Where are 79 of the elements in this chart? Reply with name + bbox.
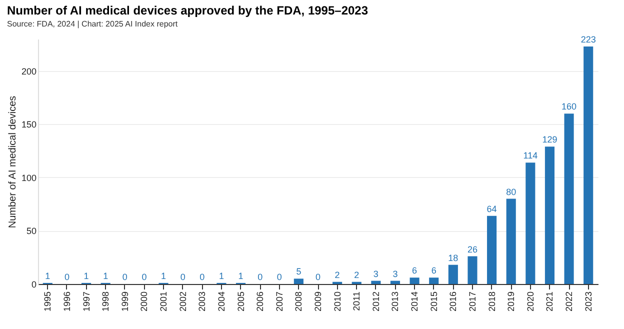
bar — [564, 114, 574, 284]
data-label: 6 — [431, 266, 436, 276]
x-tick-label: 2003 — [197, 292, 208, 312]
bar — [584, 46, 594, 284]
bar — [544, 146, 555, 284]
y-tick-label: 0 — [31, 280, 36, 290]
data-label: 0 — [276, 272, 282, 282]
y-tick-label: 200 — [21, 66, 36, 76]
x-tick-label: 1999 — [120, 292, 130, 312]
data-label: 26 — [467, 244, 478, 254]
x-tick-label: 2000 — [139, 292, 150, 312]
x-tick-label: 1995 — [42, 292, 53, 312]
x-tick-label: 1996 — [62, 292, 72, 312]
x-tick-label: 2020 — [525, 292, 536, 312]
data-label: 0 — [200, 272, 205, 282]
data-label: 223 — [580, 34, 596, 44]
chart-title: Number of AI medical devices approved by the FDA, 1995–2023 — [6, 3, 368, 18]
x-tick-label: 2002 — [178, 292, 188, 312]
x-tick-label: 2022 — [564, 292, 574, 312]
x-tick-label: 2009 — [313, 292, 323, 312]
x-tick-label: 2008 — [294, 292, 304, 312]
x-tick-label: 2005 — [236, 292, 246, 312]
data-label: 0 — [142, 272, 147, 282]
bar — [429, 278, 439, 284]
x-tick-label: 2023 — [583, 292, 594, 312]
bar — [371, 280, 381, 284]
data-label: 1 — [161, 270, 166, 281]
x-tick-label: 2018 — [486, 292, 497, 312]
x-tick-label: 2014 — [410, 292, 420, 312]
bar — [506, 198, 516, 284]
x-tick-label: 2021 — [544, 292, 555, 312]
x-tick-label: 2016 — [448, 292, 458, 312]
x-tick-label: 2017 — [467, 292, 478, 312]
data-label: 2 — [334, 270, 340, 280]
y-tick-label: 150 — [21, 120, 36, 130]
data-label: 6 — [412, 266, 418, 276]
bar — [294, 278, 304, 284]
data-label: 3 — [392, 268, 398, 279]
bar — [468, 256, 478, 284]
data-label: 0 — [64, 272, 70, 282]
data-label: 0 — [258, 272, 263, 282]
data-label: 1 — [238, 270, 244, 281]
data-label: 2 — [354, 270, 360, 280]
x-tick-label: 2001 — [158, 292, 169, 312]
bar — [410, 278, 420, 284]
data-label: 5 — [296, 266, 302, 277]
data-label: 160 — [562, 102, 577, 112]
x-tick-label: 2015 — [428, 292, 439, 312]
x-tick-label: 2019 — [506, 292, 516, 312]
data-label: 129 — [542, 134, 558, 145]
data-label: 114 — [523, 150, 538, 161]
x-tick-label: 2010 — [332, 292, 342, 312]
bar — [487, 216, 497, 284]
bar — [526, 162, 536, 284]
data-label: 80 — [506, 186, 516, 197]
x-tick-label: 1997 — [81, 292, 92, 312]
bar — [448, 264, 458, 284]
data-label: 0 — [180, 272, 186, 282]
x-tick-label: 2012 — [370, 292, 381, 312]
x-tick-label: 1998 — [100, 292, 111, 312]
data-label: 0 — [315, 272, 321, 282]
data-label: 64 — [486, 204, 497, 214]
chart-subtitle: Source: FDA, 2024 | Chart: 2025 AI Index report — [6, 19, 178, 28]
x-tick-label: 2004 — [216, 292, 226, 312]
y-tick-label: 100 — [21, 172, 36, 183]
data-label: 1 — [84, 270, 89, 281]
y-tick-label: 50 — [26, 226, 36, 236]
data-label: 1 — [218, 270, 224, 281]
y-axis-title: Number of AI medical devices — [7, 96, 18, 228]
data-label: 1 — [45, 270, 50, 281]
data-label: 0 — [122, 272, 128, 282]
x-tick-label: 2006 — [255, 292, 266, 312]
x-tick-label: 2013 — [390, 292, 400, 312]
x-tick-label: 2007 — [274, 292, 284, 312]
bar — [390, 280, 400, 284]
data-label: 18 — [448, 252, 458, 263]
data-label: 3 — [373, 268, 378, 279]
data-label: 1 — [103, 270, 108, 281]
x-tick-label: 2011 — [352, 292, 362, 311]
